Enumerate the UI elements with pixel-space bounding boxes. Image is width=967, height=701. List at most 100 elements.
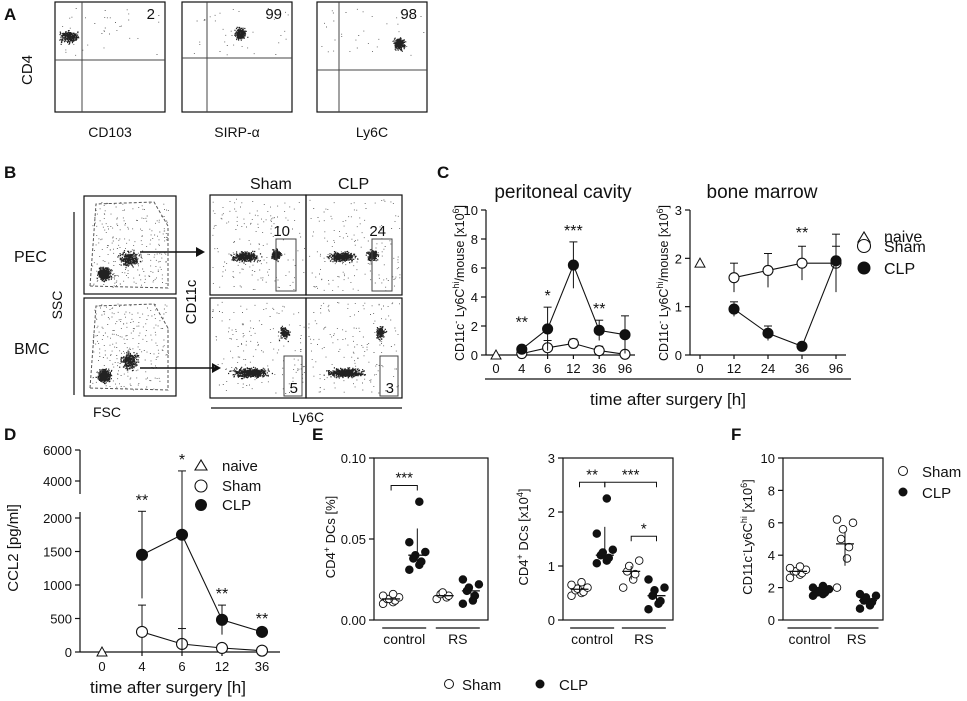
panel-c-pc-xtick-label-0: 0 <box>492 361 499 376</box>
panel-b-pec-sham-population <box>230 250 263 264</box>
panel-e-percent-sig-bracket-1 <box>390 485 418 491</box>
panel-e-percent-dot-clp-rs-1 <box>458 599 468 609</box>
panel-e-count-dot-sham-control-6 <box>583 583 592 592</box>
panel-d-xtick-label-36: 36 <box>255 659 269 674</box>
panel-f-chart: 0 2 4 6 8 10 control RS <box>761 451 884 647</box>
panel-f-ylabel: CD11c-Ly6Chi [x106] <box>739 479 755 595</box>
panel-label-c: C <box>437 163 449 182</box>
panel-c-pc-ytick-label-2: 2 <box>471 319 478 334</box>
legend-d-naive-marker <box>194 458 208 471</box>
panel-c-pc-xtick-label-36: 36 <box>592 361 606 376</box>
legend-e-sham-marker <box>444 679 454 689</box>
panel-d-ytick-label-4000: 4000 <box>43 474 72 489</box>
legend-d-sham-label: Sham <box>222 478 261 495</box>
panel-e-ylabel-left-text: CD4+ DCs [%] <box>322 496 338 579</box>
panel-e-count-sig-label-3: * <box>641 520 647 537</box>
panel-f-dot-sham-rs-6 <box>848 518 858 528</box>
panel-f-ytick-label-8: 8 <box>768 483 775 498</box>
panel-c-pc-point-clp-6 <box>542 323 554 335</box>
panel-f-dot-sham-rs-5 <box>838 525 848 534</box>
panel-c-pc-significance-2: * <box>544 288 550 305</box>
panel-e-count-dot-sham-rs-6 <box>634 556 644 565</box>
panel-b-pec-clp-frame <box>305 194 403 296</box>
panel-c-pc-ytick-label-10: 10 <box>464 203 478 218</box>
panel-f-dot-clp-control-8 <box>818 581 828 591</box>
panel-e-count-dot-clp-rs-3 <box>656 596 665 606</box>
panel-c-bm-line-clp <box>733 260 837 348</box>
panel-b-bmc-clp-gate <box>379 355 399 397</box>
panel-f-ytick-label-6: 6 <box>768 516 775 531</box>
panel-b-arrowhead-pec <box>196 247 205 257</box>
legend-d-sham-marker <box>194 479 208 493</box>
panel-e-percent-ytick-label-0.00: 0.00 <box>341 613 366 628</box>
panel-f-ytick-label-0: 0 <box>768 613 775 628</box>
panel-e-count-dot-sham-rs-5 <box>624 561 634 571</box>
panel-e-percent-sig-label-1: *** <box>395 470 413 487</box>
panel-c-pc-ytick-label-4: 4 <box>471 290 478 305</box>
panel-c-pc-point-clp-96 <box>619 329 631 341</box>
panel-c-bm-point-clp-96 <box>830 255 842 267</box>
panel-c-pc-significance-4: ** <box>593 301 605 318</box>
panel-e-percent-dot-clp-control-1 <box>405 565 414 575</box>
panel-f-group-label-rs: RS <box>847 631 866 647</box>
panel-c-title-bm: bone marrow <box>707 182 818 203</box>
panel-b-bmc-clp-population <box>323 367 366 379</box>
panel-e-percent-dot-clp-control-7 <box>405 537 414 547</box>
panel-c-pc-point-clp-4 <box>516 343 528 355</box>
panel-e-count-sig-bracket-3 <box>630 535 657 542</box>
panel-c-pc-ytick-label-6: 6 <box>471 261 478 276</box>
panel-d-significance-3: ** <box>216 586 228 603</box>
panel-c-bm-point-clp-24 <box>762 327 774 339</box>
panel-a-plot-1-xlabel: CD103 <box>88 124 132 140</box>
legend-naive-label: naive <box>884 229 922 246</box>
panel-f-dot-clp-rs-6 <box>871 591 881 600</box>
panel-d-xtick-label-6: 6 <box>178 659 185 674</box>
panel-f-dot-sham-rs-2 <box>842 554 852 563</box>
panel-c-xlabel: time after surgery [h] <box>590 390 746 409</box>
panel-c-ylabel-pc: CD11c- Ly6Chi/mouse [x106] <box>451 205 467 361</box>
panel-c-pc-point-sham-36 <box>593 345 605 357</box>
panel-a-plot-2-frame <box>181 1 293 113</box>
panel-c-pc-point-clp-36 <box>593 324 605 336</box>
panel-e-count-sig-label-1: ** <box>586 466 598 483</box>
panel-label-f: F <box>731 425 741 444</box>
panel-c-bm-xtick-label-36: 36 <box>795 361 809 376</box>
panel-b-pec-sham-percent: 10 <box>273 223 290 240</box>
panel-d-ytick-label-2000: 2000 <box>43 511 72 526</box>
panel-b-bmc-sham-percent: 5 <box>290 380 298 397</box>
panel-f-dot-sham-rs-7 <box>832 515 842 524</box>
legend-sham-marker <box>856 238 872 254</box>
panel-b-col-clp: CLP <box>338 176 369 193</box>
panel-e-percent-dot-clp-control-8 <box>415 497 424 506</box>
panel-a-plot-1-percent: 2 <box>147 6 155 23</box>
panel-c-bm-xtick-label-0: 0 <box>696 361 703 376</box>
panel-c-pc-point-clp-12 <box>567 259 579 271</box>
panel-d-ytick-label-0: 0 <box>65 645 72 660</box>
panel-label-b: B <box>4 163 16 182</box>
panel-e-count-ytick-label-1: 1 <box>548 559 555 574</box>
panel-a-plot-2-population <box>234 26 249 41</box>
legend-clp-label: CLP <box>884 261 915 278</box>
panel-b-scatter-pec-events <box>92 201 169 288</box>
panel-b-pec-clp-events <box>309 199 401 292</box>
panel-d-point-naive-0 <box>96 645 108 657</box>
legend-f-sham-marker <box>898 466 908 476</box>
panel-a-plot-3-background-events <box>321 8 425 56</box>
panel-c-bm-point-sham-12 <box>728 272 740 284</box>
panel-f-dot-sham-rs-4 <box>836 534 846 544</box>
panel-b-pec-clp-gate <box>371 238 393 292</box>
panel-b-col-sham: Sham <box>250 176 292 193</box>
panel-f-ytick-label-10: 10 <box>761 451 775 466</box>
panel-b-scatter-pec-granulocytes <box>117 249 142 269</box>
panel-e-percent-ytick-label-0.10: 0.10 <box>341 451 366 466</box>
panel-b-bmc-sham-population <box>228 366 273 380</box>
panel-e-count-dot-clp-rs-1 <box>644 604 653 614</box>
panel-b-pec-clp-percent: 24 <box>369 223 386 240</box>
panel-d-point-sham-4 <box>135 625 149 638</box>
panel-c-legend: naive Sham CLP <box>856 229 926 278</box>
panel-b-row-pec: PEC <box>14 249 47 266</box>
panel-a-plot-1-background-events <box>62 8 160 56</box>
panel-label-e: E <box>312 425 323 444</box>
